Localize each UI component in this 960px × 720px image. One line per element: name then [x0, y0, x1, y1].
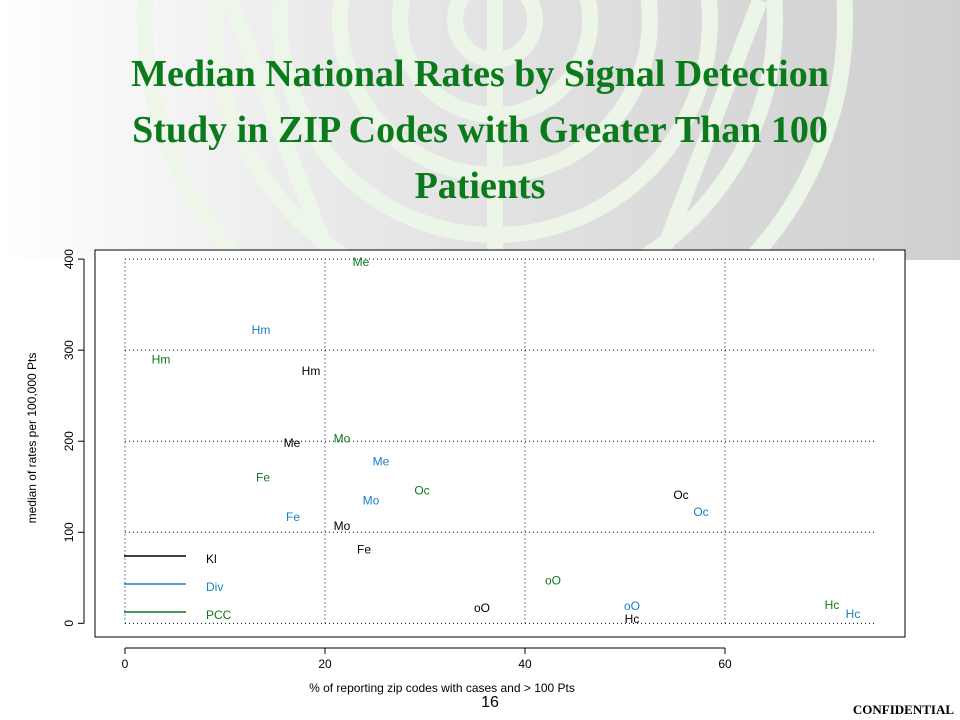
- point-kl-oc: Oc: [673, 488, 688, 502]
- point-kl-hm: Hm: [302, 364, 321, 378]
- point-pcc-me: Me: [353, 255, 370, 269]
- point-pcc-hm: Hm: [152, 352, 171, 366]
- grid-lines: [124, 258, 875, 624]
- point-pcc-oc: Oc: [414, 483, 429, 497]
- y-tick-label-0: 0: [62, 620, 76, 627]
- legend-label-kl: Kl: [206, 552, 217, 566]
- point-kl-hc: Hc: [625, 612, 640, 626]
- point-div-mo: Mo: [363, 493, 380, 507]
- x-tick-label-2: 40: [518, 657, 532, 671]
- y-tick-label-2: 200: [62, 431, 76, 451]
- point-kl-me: Me: [284, 436, 301, 450]
- point-pcc-hc: Hc: [825, 598, 840, 612]
- title-line-2: Study in ZIP Codes with Greater Than 100: [132, 109, 828, 151]
- x-tick-label-3: 60: [718, 657, 732, 671]
- y-tick-label-4: 400: [62, 249, 76, 269]
- legend: Kl Div PCC: [124, 552, 232, 622]
- point-div-me: Me: [373, 454, 390, 468]
- legend-label-pcc: PCC: [206, 608, 232, 622]
- point-div-oo: oO: [624, 599, 640, 613]
- point-div-oc: Oc: [693, 505, 708, 519]
- point-pcc-fe: Fe: [256, 471, 270, 485]
- confidential-label: CONFIDENTIAL: [852, 702, 954, 717]
- page-number: 16: [481, 694, 499, 711]
- axes: 0 20 40 60 0 100 200 300 400: [62, 249, 732, 671]
- point-kl-fe: Fe: [357, 543, 371, 557]
- point-pcc-oo: oO: [545, 574, 561, 588]
- y-axis-label: median of rates per 100,000 Pts: [25, 353, 39, 524]
- chart-marks: HmMeMoFeoOHcOcHmMeMoFeoOOcHcHmMeMoFeOcoO…: [152, 255, 861, 626]
- point-kl-oo: oO: [474, 601, 490, 615]
- title-line-1: Median National Rates by Signal Detectio…: [131, 53, 829, 95]
- x-tick-label-0: 0: [122, 657, 129, 671]
- point-kl-mo: Mo: [334, 519, 351, 533]
- y-tick-label-3: 300: [62, 340, 76, 360]
- point-pcc-mo: Mo: [334, 431, 351, 445]
- point-div-hm: Hm: [252, 323, 271, 337]
- x-axis-label: % of reporting zip codes with cases and …: [309, 681, 575, 695]
- point-div-fe: Fe: [286, 510, 300, 524]
- point-div-hc: Hc: [846, 607, 861, 621]
- title-line-3: Patients: [414, 165, 546, 207]
- slide-background: [0, 0, 960, 260]
- y-tick-label-1: 100: [62, 522, 76, 542]
- plot-area: [94, 249, 906, 638]
- legend-label-div: Div: [206, 580, 223, 594]
- x-tick-label-1: 20: [318, 657, 332, 671]
- slide-title: Median National Rates by Signal Detectio…: [60, 46, 900, 214]
